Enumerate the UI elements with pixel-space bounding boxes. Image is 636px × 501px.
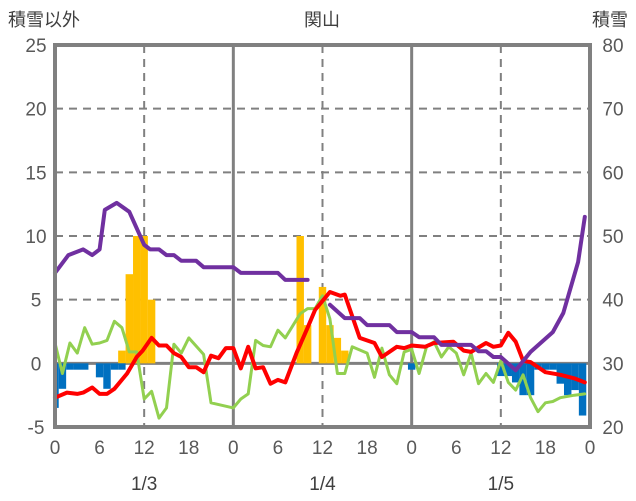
snowfall_positive-bar [318,286,327,364]
plot-frame [53,43,592,429]
snowfall_positive-bar [296,236,304,364]
snowfall_negative-bar [81,363,89,370]
snowfall_negative-bar [407,363,416,370]
date-label: 1/5 [488,474,514,495]
right-tick-label: 40 [602,291,623,312]
x-tick-label: 6 [273,438,284,459]
left-tick-label: 25 [25,36,46,57]
snowfall_positive-bar [326,325,334,364]
x-tick-label: 0 [585,438,596,459]
left-tick-label: 15 [25,163,46,184]
snowfall_positive-bar [140,236,148,364]
temperature-line [53,290,587,400]
snow_depth_b-line [327,214,587,373]
date-label: 1/3 [131,474,157,495]
snow_depth_a-line [53,200,310,282]
x-tick-label: 18 [178,438,199,459]
left-tick-label: 0 [31,354,42,375]
chart-title: 関山 [304,10,340,31]
x-tick-label: 6 [94,438,105,459]
snowfall_positive-bar [303,325,312,364]
snowfall_negative-bar [497,363,505,377]
x-tick-label: 12 [312,438,333,459]
snowfall_negative-bar [526,363,535,396]
snowfall_negative-bar [95,363,104,378]
snowfall_negative-bar [549,363,557,370]
snowfall_negative-bar [541,363,550,370]
right-axis-title: 積雪 [592,10,628,31]
snowfall_negative-bar [578,363,587,416]
snowfall_positive-bar [341,350,349,364]
snowfall_positive-bar [133,236,141,364]
snowfall_positive-bar [147,299,156,364]
x-tick-label: 0 [228,438,239,459]
snowfall_negative-bar [58,363,67,389]
left-tick-label: 20 [25,100,46,121]
snowfall_negative-bar [511,363,520,383]
snowfall_positive-bar [125,274,134,364]
snowfall_negative-bar [563,363,572,396]
x-tick-label: 0 [406,438,417,459]
other-line [53,294,587,420]
right-tick-label: 50 [602,227,623,248]
snowfall_positive-bar [333,337,342,364]
x-tick-label: 12 [490,438,511,459]
right-tick-label: 20 [602,418,623,439]
snowfall_negative-bar [66,363,74,370]
right-tick-label: 30 [602,354,623,375]
snowfall_negative-bar [103,363,111,389]
snowfall_negative-bar [110,363,119,370]
x-tick-label: 6 [451,438,462,459]
left-tick-label: 5 [31,291,42,312]
date-label: 1/4 [309,474,336,495]
right-tick-label: 60 [602,163,623,184]
right-tick-label: 70 [602,100,623,121]
x-tick-label: 18 [357,438,378,459]
snowfall_negative-bar [118,363,126,370]
right-tick-label: 80 [602,36,623,57]
left-tick-label: 10 [25,227,46,248]
snowfall_negative-bar [504,363,512,377]
x-tick-label: 12 [134,438,155,459]
snowfall_negative-bar [73,363,82,370]
x-tick-label: 0 [50,438,61,459]
left-tick-label: -5 [28,418,45,439]
left-axis-title: 積雪以外 [8,10,80,31]
snowfall_positive-bar [118,350,126,364]
x-tick-label: 18 [535,438,556,459]
